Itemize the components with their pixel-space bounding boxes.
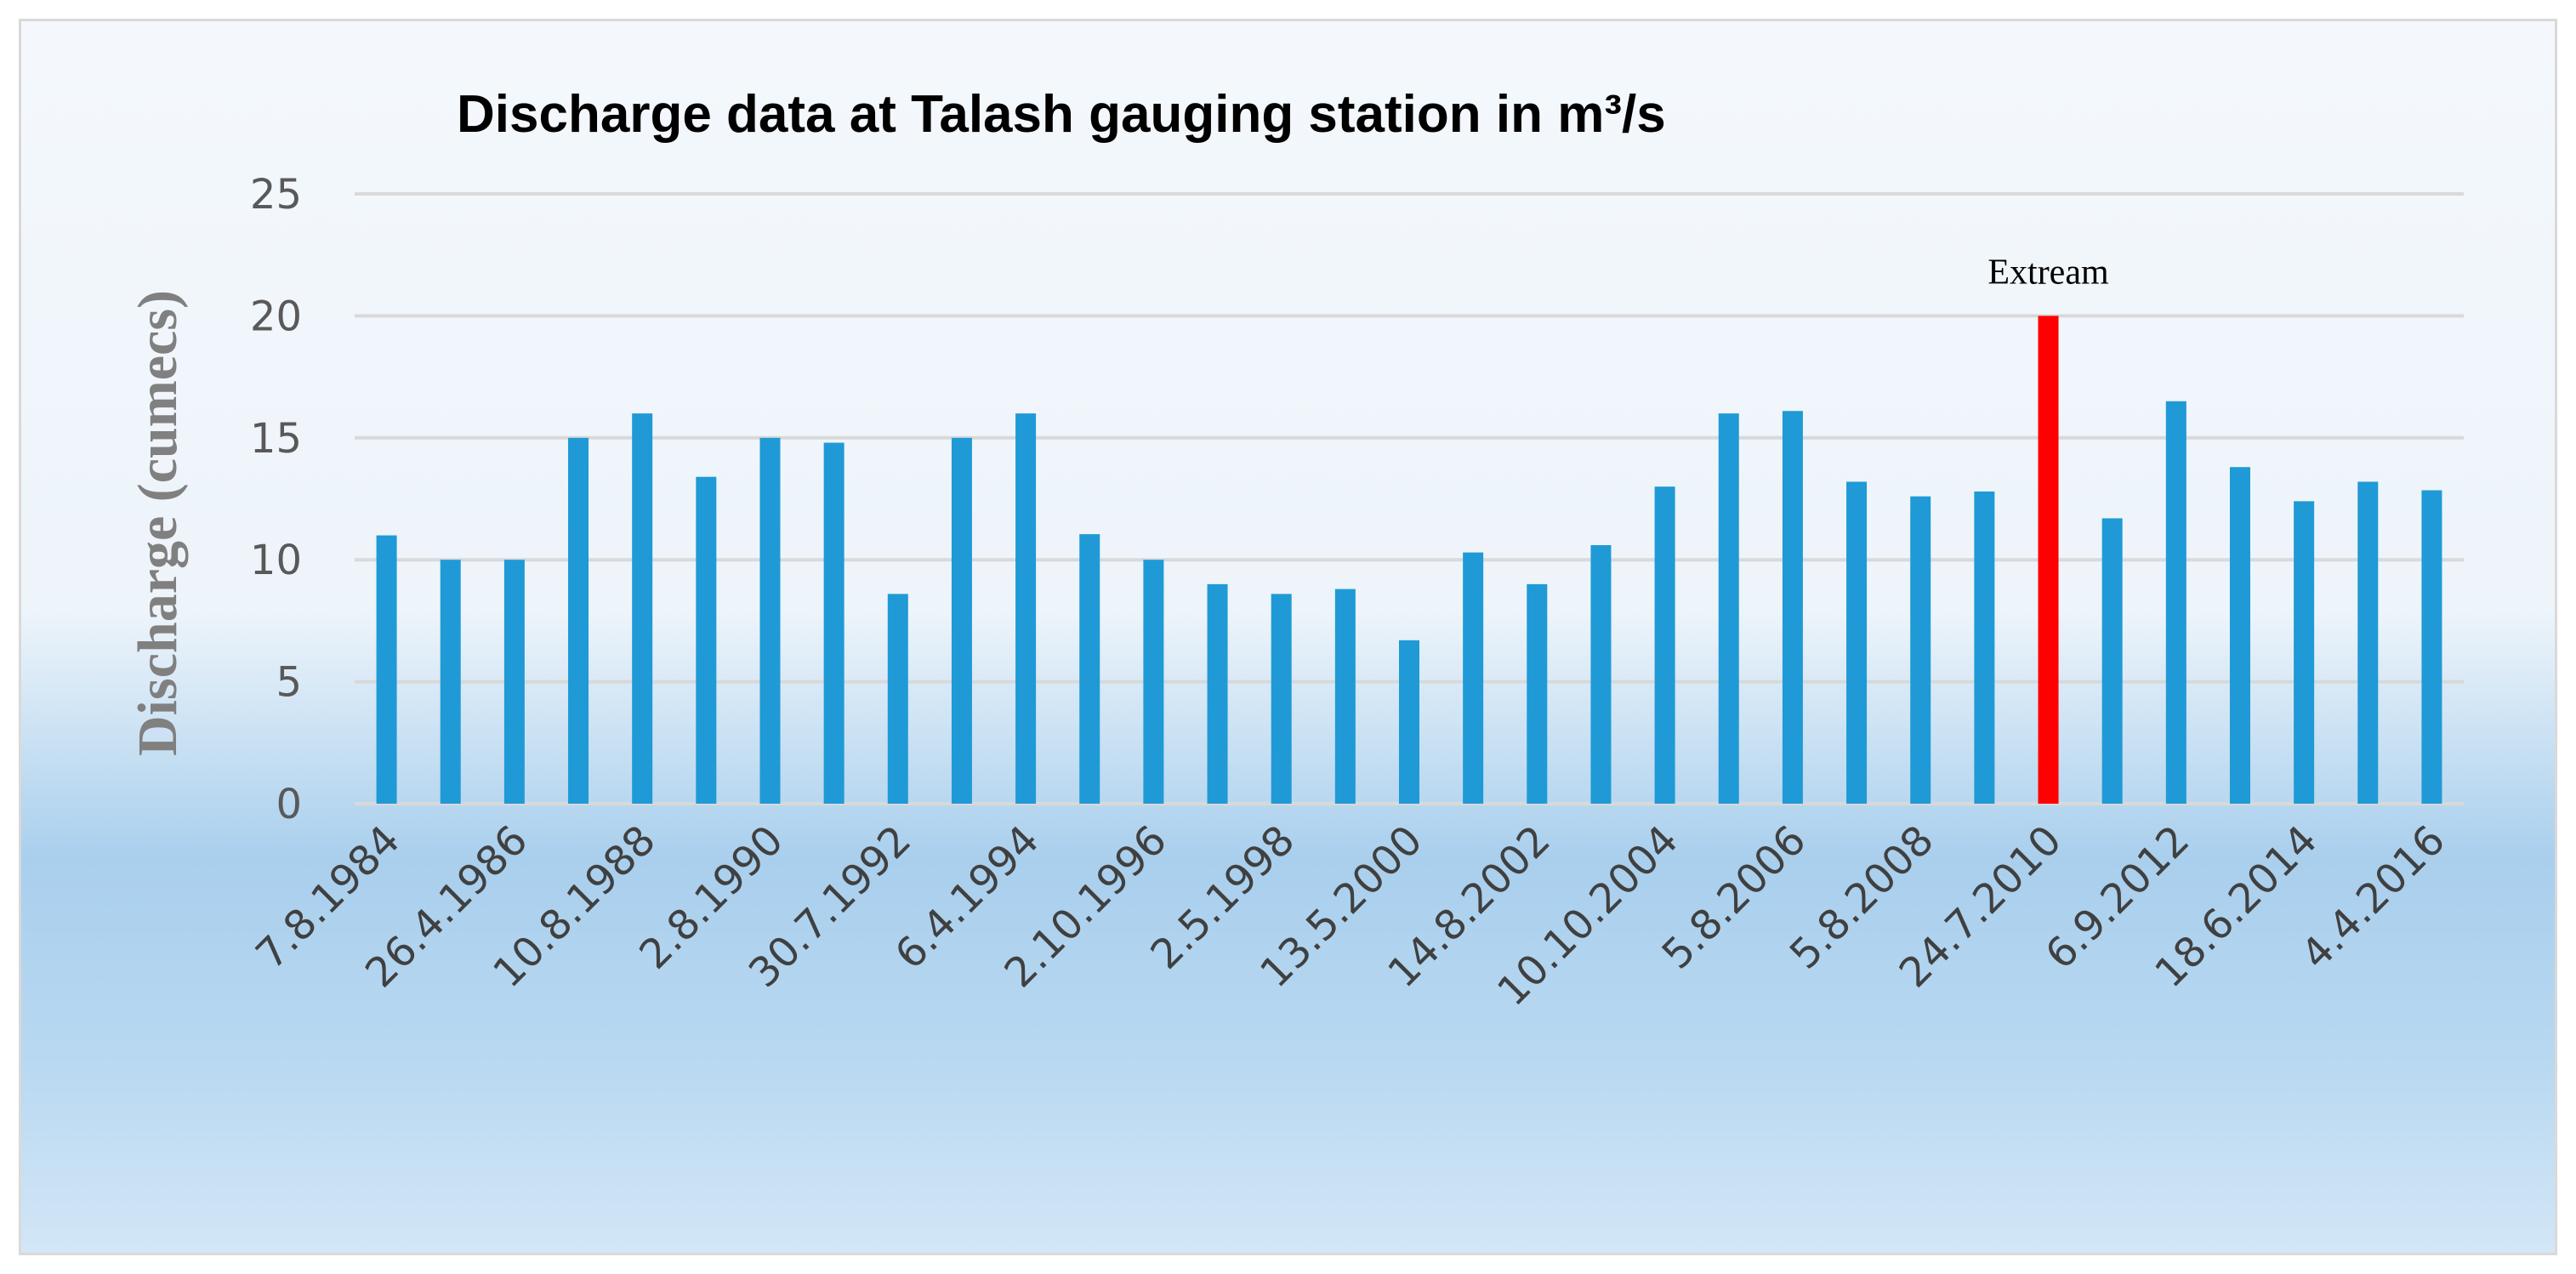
annotation-label: Extream — [1987, 253, 2109, 292]
bar-1 — [440, 560, 461, 804]
bar-15 — [1334, 589, 1356, 804]
bar-18 — [1527, 583, 1548, 804]
y-tick-label: 10 — [250, 537, 302, 584]
bar-21 — [1718, 413, 1739, 804]
chart-title: Discharge data at Talash gauging station… — [457, 85, 1666, 144]
bar-13 — [1207, 583, 1228, 804]
y-tick-label: 15 — [250, 415, 302, 463]
bar-17 — [1463, 552, 1484, 804]
bar-26 — [2038, 316, 2059, 804]
bar-0 — [376, 535, 397, 804]
bar-30 — [2294, 501, 2315, 804]
bar-3 — [568, 437, 589, 804]
bar-19 — [1590, 544, 1612, 804]
y-axis-label: Discharge (cumecs) — [127, 290, 189, 756]
y-axis-ticks: 0 5 10 15 20 25 — [250, 171, 302, 828]
bar-9 — [951, 437, 972, 804]
bar-23 — [1846, 481, 1868, 804]
bar-4 — [632, 413, 653, 804]
bar-11 — [1079, 534, 1100, 804]
bar-6 — [759, 437, 781, 804]
bar-2 — [503, 560, 525, 804]
bar-chart: Discharge data at Talash gauging station… — [127, 85, 2464, 1015]
bar-16 — [1399, 640, 1419, 804]
y-tick-label: 5 — [276, 659, 302, 707]
x-axis-ticks: 7.8.198426.4.198610.8.19882.8.199030.7.1… — [247, 816, 2454, 1015]
bar-25 — [1974, 491, 1995, 804]
bars — [376, 316, 2442, 804]
bar-29 — [2229, 467, 2250, 804]
bar-12 — [1143, 560, 1164, 804]
bar-32 — [2421, 490, 2442, 804]
annotations: Extream — [1987, 253, 2109, 292]
chart-frame: Discharge data at Talash gauging station… — [19, 19, 2557, 1255]
bar-5 — [696, 476, 717, 804]
bar-27 — [2101, 518, 2123, 804]
bar-14 — [1271, 594, 1292, 804]
bar-22 — [1782, 411, 1803, 804]
bar-10 — [1015, 413, 1037, 804]
y-tick-label: 0 — [276, 781, 302, 828]
y-tick-label: 20 — [250, 293, 302, 340]
bar-24 — [1910, 496, 1931, 804]
bar-28 — [2165, 401, 2186, 804]
bar-8 — [887, 594, 908, 804]
y-tick-label: 25 — [250, 171, 302, 219]
bar-20 — [1654, 486, 1675, 804]
bar-7 — [823, 442, 844, 804]
bar-31 — [2357, 481, 2379, 804]
